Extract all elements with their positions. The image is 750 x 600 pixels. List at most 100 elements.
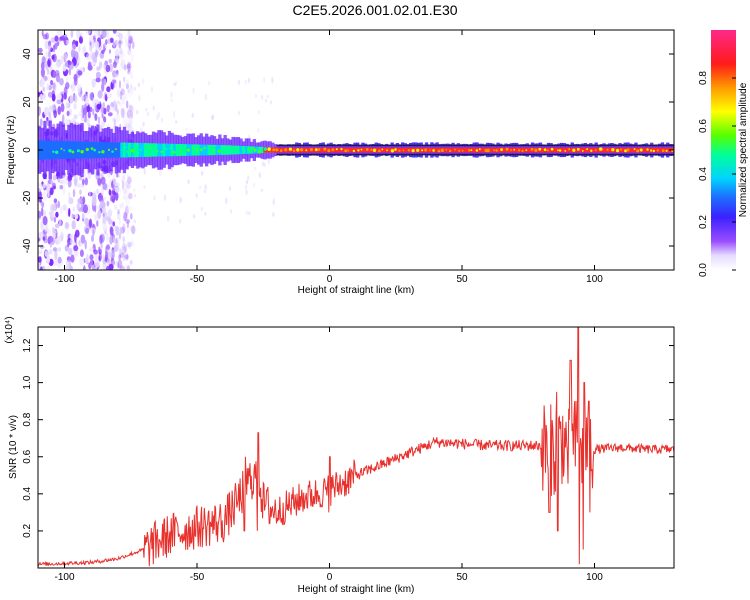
heatmap-band-cell	[122, 142, 127, 158]
heatmap-noise-cell	[127, 69, 131, 75]
heatmap-noise-cell	[101, 113, 104, 119]
snr-y-tick-label: 0.2	[22, 524, 33, 538]
heatmap-peak-dot	[620, 148, 623, 151]
heatmap-peak-dot	[517, 149, 521, 152]
heatmap-noise-cell	[55, 203, 58, 209]
heatmap-noise-cell	[129, 241, 135, 246]
heatmap-noise-cell	[112, 61, 117, 69]
heatmap-peak-dot	[633, 148, 636, 151]
heatmap-noise-cell	[269, 100, 273, 105]
heatmap-noise-cell	[56, 99, 62, 105]
heatmap-noise-cell	[91, 78, 96, 88]
heatmap-noise-cell	[82, 107, 88, 115]
heatmap-peak-dot	[267, 147, 271, 151]
heatmap-noise-cell	[102, 225, 108, 232]
heatmap-noise-cell	[109, 37, 114, 43]
heatmap-noise-cell	[77, 56, 81, 65]
heatmap-noise-cell	[96, 103, 102, 110]
heatmap-noise-cell	[145, 107, 148, 112]
colorbar-tick-label: 0.4	[698, 167, 709, 181]
heatmap-noise-cell	[128, 104, 133, 112]
heatmap-peak-dot	[402, 149, 405, 152]
snr-x-label: Height of straight line (km)	[298, 584, 415, 595]
heatmap-peak-dot	[390, 149, 395, 153]
heatmap-noise-cell	[119, 47, 123, 55]
heatmap-noise-cell	[245, 189, 248, 196]
heatmap-noise-cell	[118, 254, 122, 260]
heatmap-peak-dot	[180, 149, 182, 152]
heatmap-band-cell	[234, 145, 238, 155]
heatmap-noise-cell	[107, 38, 111, 45]
heatmap-noise-cell	[62, 204, 67, 211]
heatmap-noise-cell	[40, 78, 46, 87]
heatmap-noise-cell	[38, 191, 43, 199]
heatmap-noise-cell	[50, 37, 56, 43]
heatmap-noise-cell	[128, 84, 134, 94]
heatmap-noise-cell	[42, 86, 46, 92]
heatmap-noise-cell	[43, 226, 48, 232]
heatmap-noise-cell	[198, 185, 202, 190]
heatmap-noise-cell	[60, 205, 63, 215]
heatmap-peak-dot	[626, 148, 630, 152]
heatmap-noise-cell	[129, 37, 133, 45]
heatmap-peak-dot	[366, 148, 369, 151]
heatmap-peak-dot	[327, 149, 331, 153]
snr-multiplier-label: (x10⁴)	[4, 316, 15, 343]
heatmap-noise-cell	[81, 213, 85, 220]
heatmap-noise-cell	[38, 47, 43, 54]
heatmap-noise-cell	[264, 98, 268, 103]
heatmap-band-cell	[133, 142, 137, 158]
heatmap-band-cell	[154, 143, 158, 157]
heatmap-noise-cell	[152, 105, 155, 111]
heatmap-noise-cell	[60, 30, 63, 37]
heatmap-peak-dot	[98, 151, 101, 154]
heatmap-peak-dot	[279, 149, 283, 152]
heatmap-noise-cell	[57, 106, 61, 115]
heatmap-noise-cell	[73, 176, 79, 184]
heatmap-noise-cell	[79, 258, 85, 266]
heatmap-noise-cell	[115, 31, 121, 38]
heatmap-noise-cell	[120, 202, 125, 209]
heatmap-noise-cell	[170, 165, 174, 172]
heatmap-noise-cell	[118, 40, 123, 45]
heatmap-peak-dot	[192, 147, 195, 150]
heatmap-peak-dot	[352, 149, 356, 153]
heatmap-noise-cell	[123, 93, 128, 100]
heatmap-noise-cell	[97, 90, 103, 99]
heatmap-noise-cell	[200, 171, 204, 176]
heatmap-noise-cell	[114, 186, 120, 193]
heatmap-noise-cell	[66, 207, 69, 218]
heatmap-noise-cell	[203, 189, 207, 194]
heatmap-noise-cell	[51, 104, 57, 111]
heatmap-noise-cell	[82, 46, 87, 55]
heatmap-noise-cell	[118, 248, 122, 254]
heatmap-peak-dot	[590, 149, 593, 152]
heatmap-noise-cell	[67, 60, 72, 66]
heatmap-noise-cell	[204, 93, 208, 101]
heatmap-band-cell	[75, 141, 79, 159]
heatmap-noise-cell	[128, 123, 131, 133]
heatmap-x-tick-label: -100	[54, 274, 74, 285]
heatmap-noise-cell	[105, 64, 111, 73]
heatmap-band-cell	[125, 142, 129, 158]
heatmap-noise-cell	[102, 102, 105, 109]
heatmap-peak-dot	[182, 150, 185, 153]
heatmap-noise-cell	[109, 226, 114, 236]
heatmap-noise-cell	[50, 210, 55, 218]
heatmap-x-tick-label: 100	[586, 274, 603, 285]
heatmap-band-cell	[46, 140, 50, 160]
heatmap-noise-cell	[272, 198, 275, 206]
heatmap-noise-cell	[112, 260, 116, 266]
heatmap-noise-cell	[120, 107, 124, 118]
heatmap-peak-dot	[437, 149, 441, 153]
heatmap-noise-cell	[86, 53, 92, 61]
heatmap-band-cell	[191, 144, 195, 156]
heatmap-noise-cell	[95, 77, 101, 83]
heatmap-x-tick-label: -50	[190, 274, 205, 285]
heatmap-noise-cell	[95, 71, 101, 79]
heatmap-noise-cell	[126, 109, 132, 119]
heatmap-noise-cell	[117, 39, 120, 44]
heatmap-peak-dot	[257, 150, 261, 154]
heatmap-noise-cell	[120, 88, 125, 96]
heatmap-noise-cell	[126, 183, 131, 189]
